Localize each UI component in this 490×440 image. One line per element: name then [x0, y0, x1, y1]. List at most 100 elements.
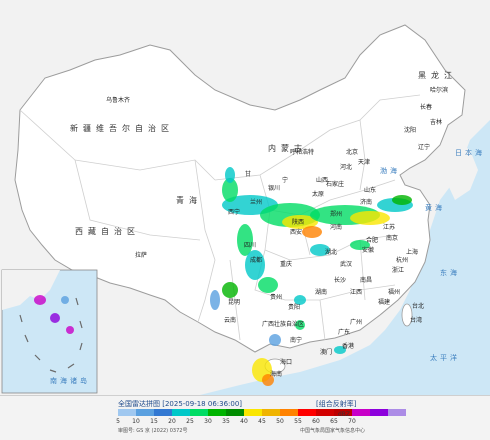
radar-echo [350, 211, 390, 225]
radar-echo [262, 374, 274, 386]
label-jiangxi: 江西 [350, 289, 363, 296]
label-gansu: 甘 [245, 171, 252, 178]
radar-echoes [34, 167, 413, 386]
label-xining: 西宁 [228, 209, 241, 216]
legend-swatch [316, 409, 334, 416]
legend-swatch [154, 409, 172, 416]
legend-swatch [334, 409, 352, 416]
label-jiangsu: 江苏 [383, 224, 396, 231]
radar-echo [258, 277, 278, 293]
legend-bar: 全国雷达拼图 [2025-09-18 06:36:00] [组合反射率] 5 10… [0, 395, 490, 440]
label-guangzhou: 广州 [350, 319, 363, 326]
label-heilongjiang: 黑龙江 [418, 71, 457, 80]
label-hefei: 合肥 [366, 237, 379, 244]
radar-map [0, 0, 490, 395]
label-shanxi-s: 陕西 [292, 219, 305, 226]
radar-echo [34, 295, 46, 305]
radar-echo [392, 195, 412, 205]
label-sichuan: 四川 [244, 242, 257, 249]
radar-echo [310, 244, 330, 256]
label-sea-japan: 日本海 [455, 149, 485, 157]
legend-approval: 审图号: GS 京 (2022) 0372号 [118, 428, 188, 434]
label-shanxi-n: 山西 [316, 177, 329, 184]
legend-ticks: 5 10 15 20 25 30 35 40 45 50 55 60 65 70 [116, 418, 370, 425]
label-xinjiang: 新疆维吾尔自治区 [70, 124, 174, 133]
label-shanghai: 上海 [406, 249, 419, 256]
label-kunming: 昆明 [228, 299, 241, 306]
label-qinghai: 青海 [176, 196, 202, 205]
legend-title: 全国雷达拼图 [2025-09-18 06:36:00] [118, 400, 243, 408]
label-chengdu: 成都 [250, 257, 263, 264]
legend-swatch [298, 409, 316, 416]
label-sea-pacific: 太平洋 [430, 354, 460, 362]
radar-echo [350, 240, 370, 250]
legend-tick: 45 [258, 418, 266, 425]
label-changchun: 长春 [420, 104, 433, 111]
label-jilin: 吉林 [430, 119, 443, 126]
label-hainan: 海南 [270, 371, 283, 378]
legend-tick: 70 [348, 418, 356, 425]
label-yinchuan: 银川 [268, 185, 281, 192]
taiwan-island [401, 303, 413, 327]
label-nanchang: 南昌 [360, 277, 373, 284]
label-fujian: 福建 [378, 299, 391, 306]
radar-echo [302, 226, 322, 238]
radar-echo [222, 178, 238, 202]
legend-tick: 65 [330, 418, 338, 425]
label-hubei: 湖北 [325, 249, 338, 256]
label-lhasa: 拉萨 [135, 252, 148, 259]
label-nanjing: 南京 [386, 235, 399, 242]
label-hebei: 河北 [340, 164, 353, 171]
radar-echo [61, 296, 69, 304]
label-taiwan: 台湾 [410, 317, 423, 324]
radar-echo [222, 282, 238, 298]
label-changsha: 长沙 [334, 277, 347, 284]
legend-color-scale [118, 409, 406, 416]
legend-source: 中国气象局国家气象信息中心 [300, 428, 366, 434]
legend-tick: 10 [132, 418, 140, 425]
label-jinan: 济南 [360, 199, 373, 206]
legend-swatch [190, 409, 208, 416]
label-sea-yellow: 黄海 [425, 204, 445, 212]
radar-echo [50, 313, 60, 323]
label-guizhou: 贵州 [270, 294, 283, 301]
label-harbin: 哈尔滨 [430, 87, 449, 94]
legend-swatch [226, 409, 244, 416]
radar-echo [269, 334, 281, 346]
legend-tick: 25 [186, 418, 194, 425]
label-beijing: 北京 [346, 149, 359, 156]
label-xianggang: 香港 [342, 343, 355, 350]
china-land [14, 24, 466, 353]
legend-swatch [370, 409, 388, 416]
label-yunnan: 云南 [224, 317, 237, 324]
label-liaoning: 辽宁 [418, 144, 431, 151]
label-sea-bohai: 渤海 [380, 167, 400, 175]
radar-echo [282, 215, 318, 229]
label-xian: 西安 [290, 229, 303, 236]
label-fuzhou: 福州 [388, 289, 401, 296]
inset-land [2, 270, 60, 310]
radar-echo [295, 320, 305, 330]
label-chongqing: 重庆 [280, 261, 293, 268]
label-nanning: 南宁 [290, 337, 303, 344]
legend-tick: 20 [168, 418, 176, 425]
legend-swatch [262, 409, 280, 416]
legend-tick: 50 [276, 418, 284, 425]
label-ningxia: 宁 [282, 177, 289, 184]
label-neimenggu: 内蒙古 [268, 144, 307, 153]
legend-tick: 60 [312, 418, 320, 425]
label-anhui: 安徽 [362, 247, 375, 254]
nine-dash-line [19, 297, 83, 373]
label-lanzhou: 兰州 [250, 199, 263, 206]
label-guiyang: 贵阳 [288, 304, 301, 311]
label-taibei: 台北 [412, 303, 425, 310]
legend-tick: 55 [294, 418, 302, 425]
label-shenyang: 沈阳 [404, 127, 417, 134]
label-guangxi: 广西壮族自治区 [262, 321, 305, 328]
legend-swatch [136, 409, 154, 416]
radar-echo [334, 346, 346, 354]
legend-tick: 15 [150, 418, 158, 425]
radar-echo [210, 290, 220, 310]
legend-swatch [244, 409, 262, 416]
label-sea-east: 东海 [440, 269, 460, 277]
